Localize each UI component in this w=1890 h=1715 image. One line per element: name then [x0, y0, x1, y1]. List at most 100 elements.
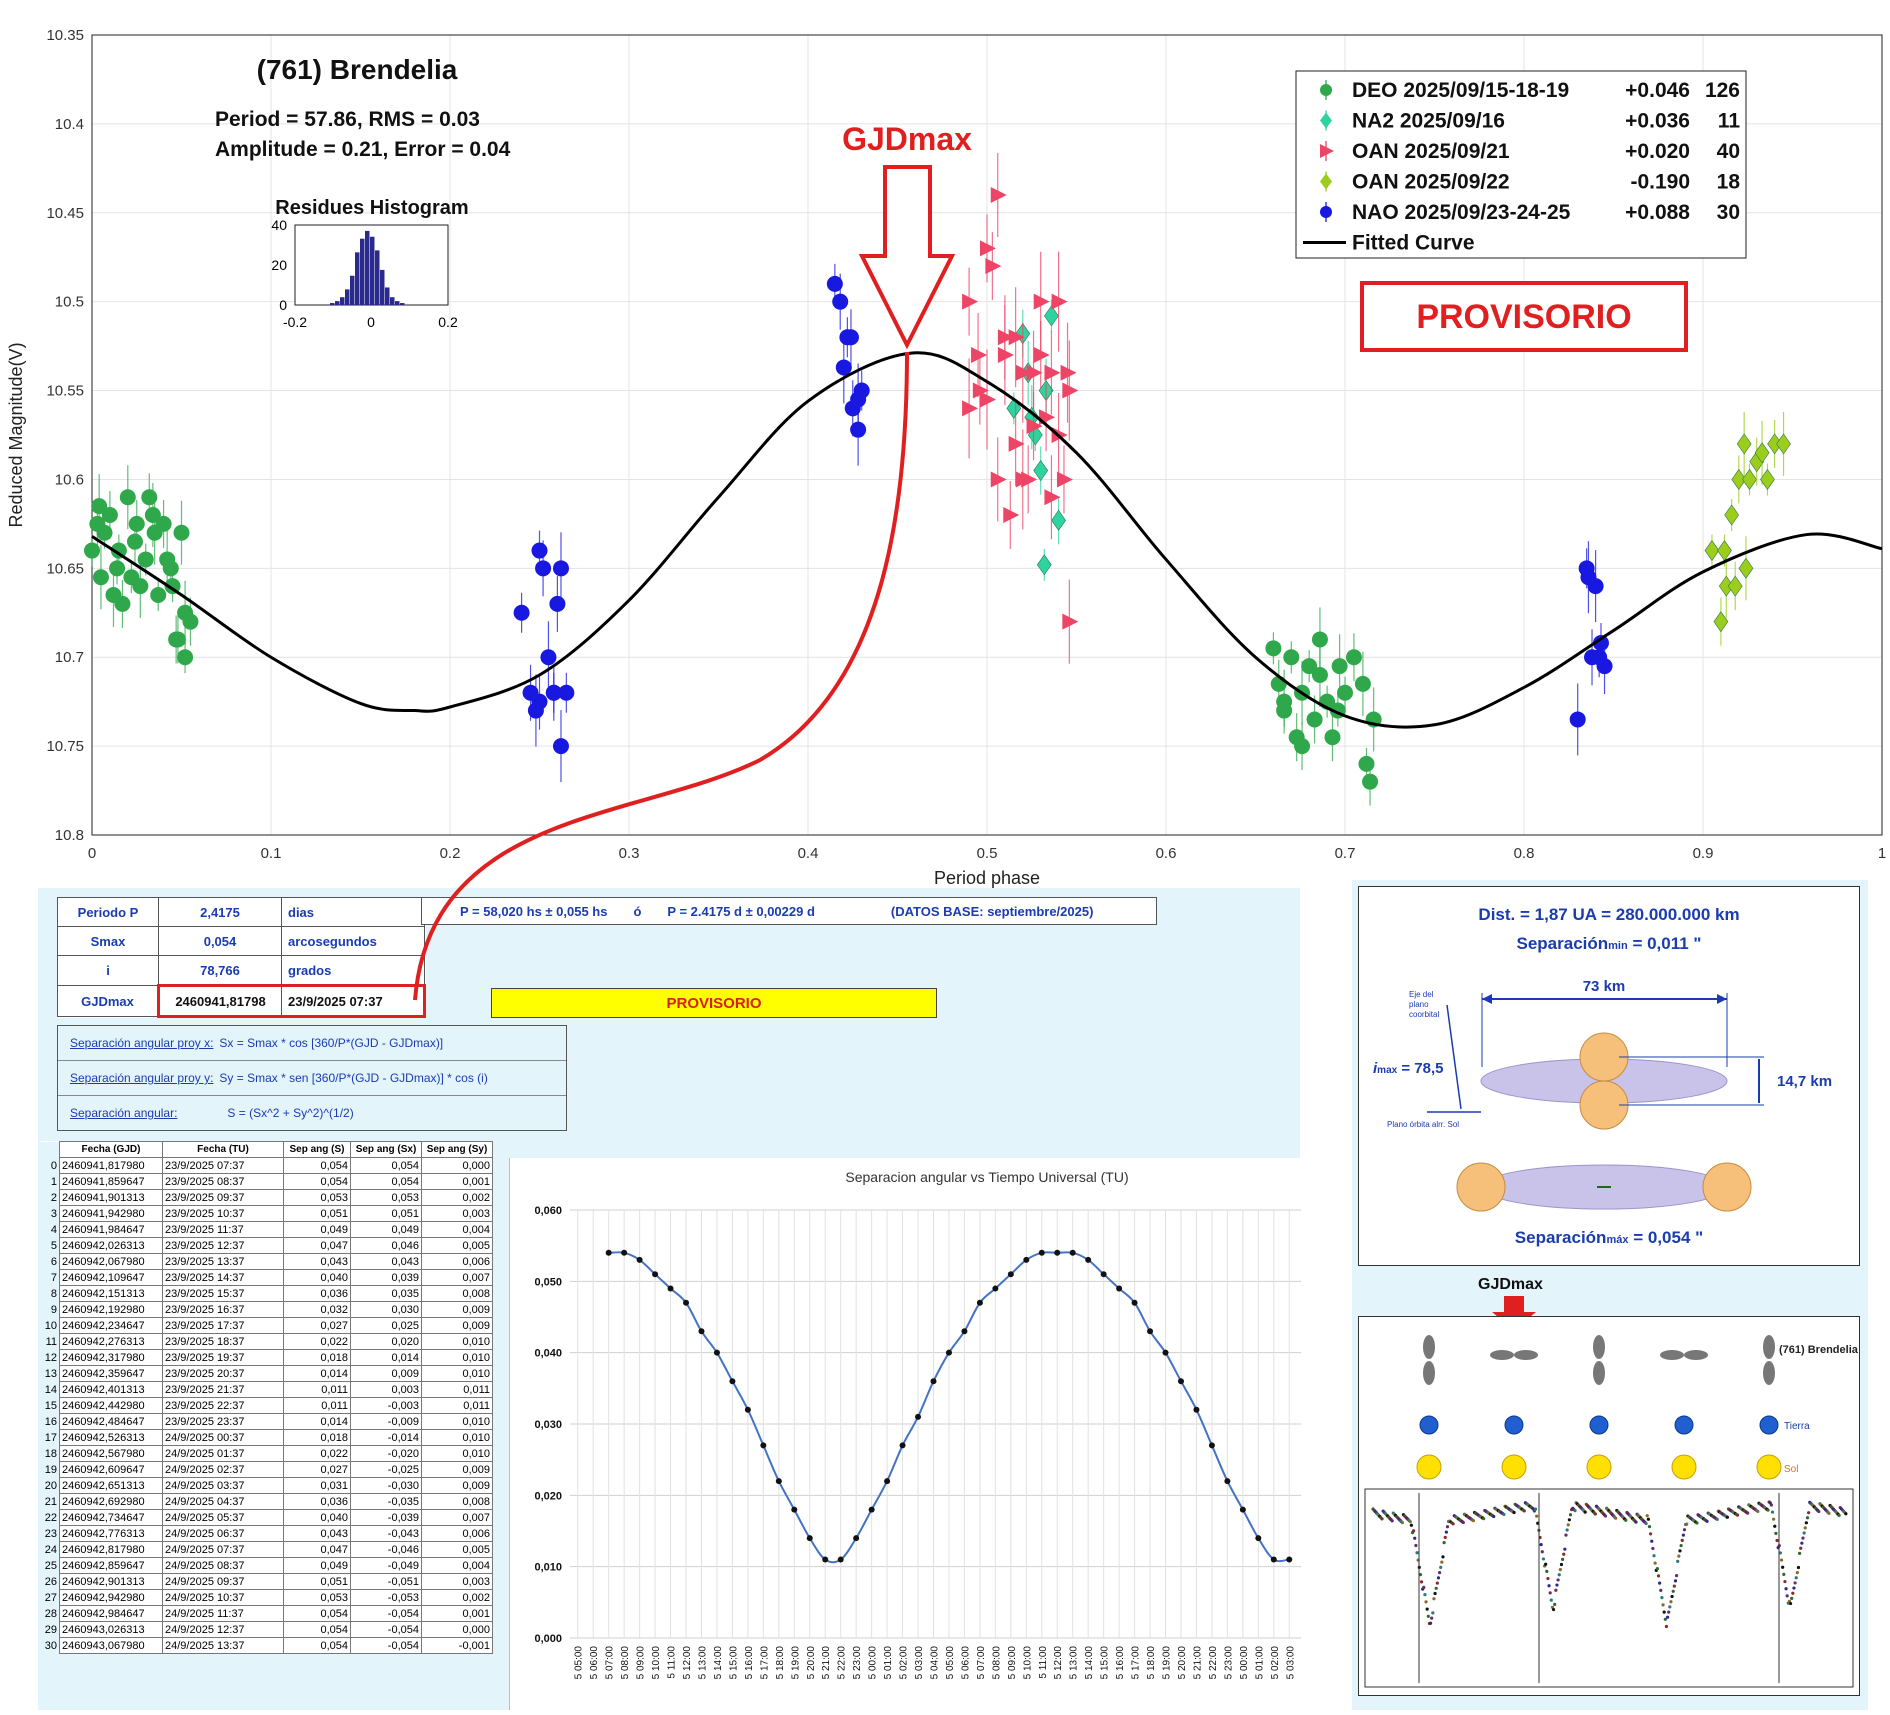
table-cell[interactable]: 0,049: [283, 1221, 351, 1238]
table-cell[interactable]: 0,009: [350, 1365, 422, 1382]
table-cell[interactable]: 23/9/2025 12:37: [162, 1237, 284, 1254]
table-cell[interactable]: 23/9/2025 16:37: [162, 1301, 284, 1318]
table-cell[interactable]: 0,047: [283, 1237, 351, 1254]
table-cell[interactable]: 0,007: [421, 1509, 493, 1526]
table-cell[interactable]: 24/9/2025 09:37: [162, 1573, 284, 1590]
table-cell[interactable]: 0,011: [421, 1381, 493, 1398]
table-cell[interactable]: 0,008: [421, 1285, 493, 1302]
table-cell[interactable]: 2460943,026313: [59, 1621, 163, 1638]
table-cell[interactable]: 0,004: [421, 1557, 493, 1574]
table-cell[interactable]: 0,031: [283, 1477, 351, 1494]
table-cell[interactable]: 0,008: [421, 1493, 493, 1510]
table-cell[interactable]: -0,054: [350, 1605, 422, 1622]
table-cell[interactable]: -0,049: [350, 1557, 422, 1574]
table-cell[interactable]: 0,006: [421, 1253, 493, 1270]
table-cell[interactable]: 23/9/2025 08:37: [162, 1173, 284, 1190]
table-cell[interactable]: 24/9/2025 13:37: [162, 1637, 284, 1654]
table-cell[interactable]: 23/9/2025 17:37: [162, 1317, 284, 1334]
table-cell[interactable]: 2460942,442980: [59, 1397, 163, 1414]
table-cell[interactable]: -0,014: [350, 1429, 422, 1446]
table-cell[interactable]: 2460942,942980: [59, 1589, 163, 1606]
table-cell[interactable]: 0,051: [350, 1205, 422, 1222]
table-cell[interactable]: 24/9/2025 11:37: [162, 1605, 284, 1622]
table-cell[interactable]: -0,054: [350, 1621, 422, 1638]
table-cell[interactable]: -0,043: [350, 1525, 422, 1542]
table-cell[interactable]: 0,018: [283, 1429, 351, 1446]
table-cell[interactable]: -0,039: [350, 1509, 422, 1526]
table-cell[interactable]: 0,046: [350, 1237, 422, 1254]
table-cell[interactable]: 2460942,567980: [59, 1445, 163, 1462]
table-cell[interactable]: 0,001: [421, 1605, 493, 1622]
table-cell[interactable]: 2460942,401313: [59, 1381, 163, 1398]
table-cell[interactable]: 24/9/2025 10:37: [162, 1589, 284, 1606]
table-cell[interactable]: 0,022: [283, 1333, 351, 1350]
table-cell[interactable]: 0,018: [283, 1349, 351, 1366]
table-cell[interactable]: 0,036: [283, 1493, 351, 1510]
table-cell[interactable]: 23/9/2025 14:37: [162, 1269, 284, 1286]
table-cell[interactable]: 0,030: [350, 1301, 422, 1318]
table-cell[interactable]: 23/9/2025 18:37: [162, 1333, 284, 1350]
table-cell[interactable]: 23/9/2025 22:37: [162, 1397, 284, 1414]
table-cell[interactable]: 23/9/2025 13:37: [162, 1253, 284, 1270]
table-cell[interactable]: 2460942,359647: [59, 1365, 163, 1382]
table-cell[interactable]: 23/9/2025 21:37: [162, 1381, 284, 1398]
table-cell[interactable]: 23/9/2025 20:37: [162, 1365, 284, 1382]
table-cell[interactable]: 0,022: [283, 1445, 351, 1462]
table-cell[interactable]: 0,011: [421, 1397, 493, 1414]
table-cell[interactable]: 0,010: [421, 1429, 493, 1446]
table-cell[interactable]: 24/9/2025 02:37: [162, 1461, 284, 1478]
table-cell[interactable]: 0,009: [421, 1477, 493, 1494]
table-cell[interactable]: 0,054: [350, 1157, 422, 1174]
table-cell[interactable]: 0,003: [421, 1573, 493, 1590]
param-value[interactable]: 2,4175: [158, 897, 282, 927]
table-cell[interactable]: 0,002: [421, 1189, 493, 1206]
table-cell[interactable]: 0,054: [350, 1173, 422, 1190]
table-cell[interactable]: 0,004: [421, 1221, 493, 1238]
table-cell[interactable]: 24/9/2025 01:37: [162, 1445, 284, 1462]
table-cell[interactable]: 0,049: [283, 1557, 351, 1574]
table-cell[interactable]: 0,000: [421, 1157, 493, 1174]
table-cell[interactable]: 0,027: [283, 1317, 351, 1334]
table-cell[interactable]: 2460942,067980: [59, 1253, 163, 1270]
table-cell[interactable]: -0,001: [421, 1637, 493, 1654]
table-cell[interactable]: 2460942,234647: [59, 1317, 163, 1334]
table-cell[interactable]: 0,006: [421, 1525, 493, 1542]
table-cell[interactable]: 2460942,859647: [59, 1557, 163, 1574]
table-cell[interactable]: 24/9/2025 05:37: [162, 1509, 284, 1526]
table-cell[interactable]: 0,054: [283, 1173, 351, 1190]
table-cell[interactable]: 24/9/2025 08:37: [162, 1557, 284, 1574]
table-cell[interactable]: 2460942,817980: [59, 1541, 163, 1558]
table-cell[interactable]: 0,047: [283, 1541, 351, 1558]
table-cell[interactable]: 24/9/2025 04:37: [162, 1493, 284, 1510]
table-cell[interactable]: 23/9/2025 23:37: [162, 1413, 284, 1430]
table-cell[interactable]: 0,054: [283, 1605, 351, 1622]
table-cell[interactable]: 0,000: [421, 1621, 493, 1638]
table-cell[interactable]: 0,005: [421, 1541, 493, 1558]
table-cell[interactable]: 0,043: [283, 1253, 351, 1270]
table-cell[interactable]: 0,036: [283, 1285, 351, 1302]
table-cell[interactable]: 2460942,734647: [59, 1509, 163, 1526]
table-cell[interactable]: 2460941,817980: [59, 1157, 163, 1174]
param-value[interactable]: 78,766: [158, 955, 282, 986]
table-cell[interactable]: 0,003: [350, 1381, 422, 1398]
table-cell[interactable]: 24/9/2025 06:37: [162, 1525, 284, 1542]
table-cell[interactable]: 0,039: [350, 1269, 422, 1286]
table-cell[interactable]: 0,005: [421, 1237, 493, 1254]
table-cell[interactable]: -0,025: [350, 1461, 422, 1478]
table-cell[interactable]: 23/9/2025 07:37: [162, 1157, 284, 1174]
table-cell[interactable]: 0,014: [283, 1413, 351, 1430]
table-cell[interactable]: -0,053: [350, 1589, 422, 1606]
table-cell[interactable]: 0,054: [283, 1621, 351, 1638]
table-cell[interactable]: 0,014: [283, 1365, 351, 1382]
table-cell[interactable]: 23/9/2025 09:37: [162, 1189, 284, 1206]
table-cell[interactable]: 2460942,776313: [59, 1525, 163, 1542]
table-cell[interactable]: 0,003: [421, 1205, 493, 1222]
table-cell[interactable]: 0,054: [283, 1637, 351, 1654]
table-cell[interactable]: 0,011: [283, 1381, 351, 1398]
table-cell[interactable]: 0,051: [283, 1573, 351, 1590]
table-cell[interactable]: 2460941,942980: [59, 1205, 163, 1222]
table-cell[interactable]: 0,010: [421, 1365, 493, 1382]
table-cell[interactable]: 0,007: [421, 1269, 493, 1286]
table-cell[interactable]: -0,009: [350, 1413, 422, 1430]
table-cell[interactable]: 0,053: [350, 1189, 422, 1206]
